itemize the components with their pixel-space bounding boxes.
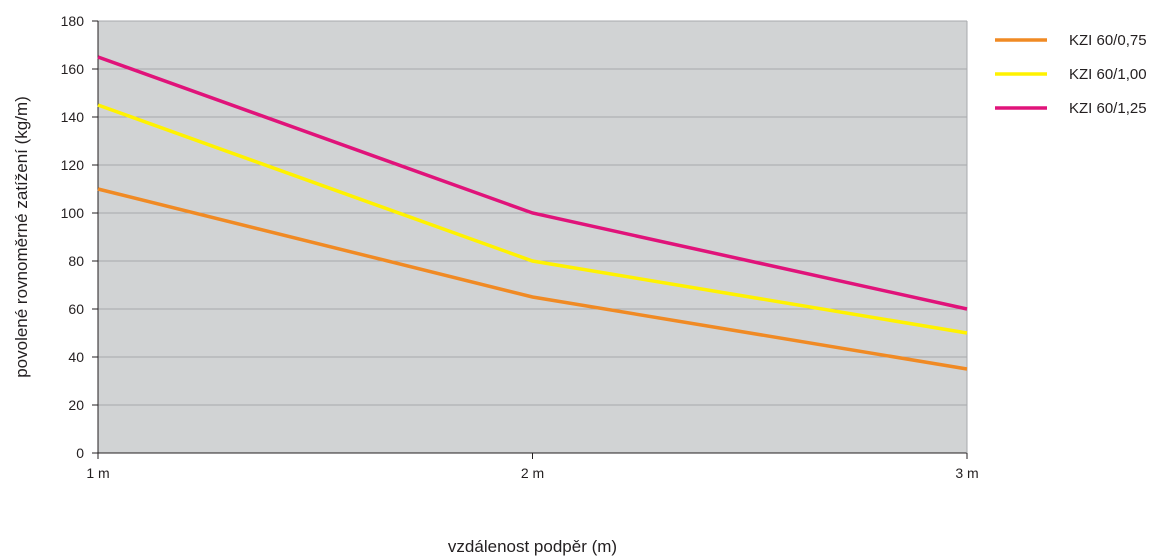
y-tick-label: 0 [76, 445, 84, 461]
series-line [97, 55, 968, 311]
series-line [97, 187, 968, 371]
legend-label: KZI 60/1,25 [1069, 100, 1147, 117]
y-tick-labels: 0 20 40 60 80 100 120 140 160 180 [61, 13, 85, 461]
series-group [97, 55, 968, 371]
y-tick-label: 140 [61, 109, 85, 125]
plot-area [98, 21, 967, 453]
y-tick-label: 120 [61, 157, 85, 173]
y-tick-label: 100 [61, 205, 85, 221]
y-tick-label: 40 [68, 349, 84, 365]
y-axis-title: povolené rovnoměrné zatížení (kg/m) [12, 96, 31, 378]
legend-label: KZI 60/0,75 [1069, 32, 1147, 49]
x-tick-labels: 1 m 2 m 3 m [86, 465, 978, 481]
legend-label: KZI 60/1,00 [1069, 66, 1147, 83]
y-tick-label: 160 [61, 61, 85, 77]
axes [92, 20, 968, 459]
x-tick-label: 1 m [86, 465, 109, 481]
y-tick-label: 80 [68, 253, 84, 269]
x-axis-title: vzdálenost podpěr (m) [448, 537, 617, 556]
y-tick-label: 180 [61, 13, 85, 29]
x-tick-label: 2 m [521, 465, 544, 481]
series-line [97, 103, 968, 335]
x-tick-label: 3 m [955, 465, 978, 481]
y-tick-label: 60 [68, 301, 84, 317]
legend: KZI 60/0,75 KZI 60/1,00 KZI 60/1,25 [995, 32, 1147, 117]
y-tick-label: 20 [68, 397, 84, 413]
